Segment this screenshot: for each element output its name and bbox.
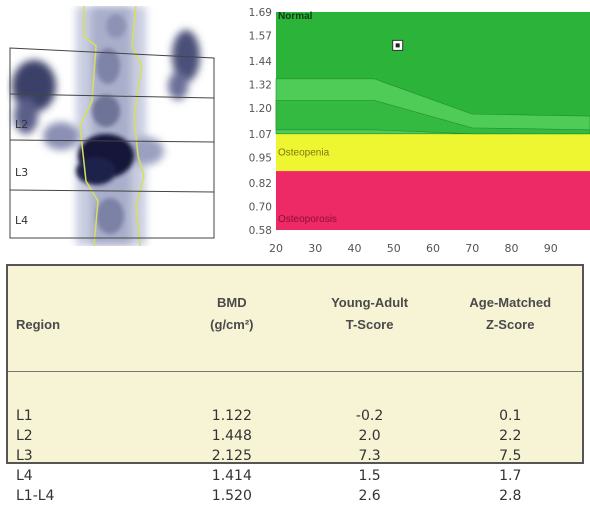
patient-data-point-center <box>395 43 400 48</box>
x-tick-label: 90 <box>544 242 558 255</box>
cell-t-score: 2.0 <box>358 428 381 444</box>
cell-region: L1-L4 <box>16 488 55 504</box>
y-tick-label: 1.07 <box>249 129 272 141</box>
x-tick-label: 30 <box>308 242 322 255</box>
x-tick-label: 50 <box>387 242 401 255</box>
y-tick-label: 1.32 <box>249 80 272 92</box>
cell-z-score: 2.2 <box>499 428 522 444</box>
zone-label-osteoporosis: Osteoporosis <box>278 214 337 225</box>
y-tick-label: 0.58 <box>249 225 272 237</box>
x-tick-label: 80 <box>505 242 519 255</box>
table-row: L4 1.414 1.5 1.7 <box>8 466 582 486</box>
x-tick-label: 60 <box>426 242 440 255</box>
col-header-z-score: Age-Matched Z-Score <box>469 295 552 332</box>
zone-label-normal: Normal <box>278 11 313 22</box>
cell-t-score: 2.6 <box>358 488 381 504</box>
cell-bmd: 1.414 <box>211 468 252 484</box>
cell-z-score: 2.8 <box>499 488 522 504</box>
x-tick-label: 20 <box>269 242 283 255</box>
y-tick-label: 0.82 <box>249 178 272 190</box>
col-header-region: Region <box>16 317 61 332</box>
y-tick-label: 1.20 <box>249 103 272 115</box>
vertebra-label-l3: L3 <box>15 166 28 179</box>
cell-t-score: -0.2 <box>355 408 384 424</box>
header-divider <box>8 336 582 406</box>
cell-region: L3 <box>16 448 33 464</box>
cell-region: L4 <box>16 468 33 484</box>
dxa-spine-scan-image: L2 L3 L4 <box>6 6 220 246</box>
cell-region: L1 <box>16 408 33 424</box>
cell-z-score: 0.1 <box>499 408 522 424</box>
y-tick-label: 1.44 <box>249 56 273 68</box>
zone-osteoporosis <box>276 171 590 230</box>
cell-region: L2 <box>16 428 33 444</box>
table-row: L2 1.448 2.0 2.2 <box>8 426 582 446</box>
table-row: L3 2.125 7.3 7.5 <box>8 446 582 466</box>
vertebra-label-l4: L4 <box>15 214 28 227</box>
cell-bmd: 1.122 <box>211 408 252 424</box>
vertebra-label-l2: L2 <box>15 118 28 131</box>
cell-bmd: 2.125 <box>211 448 252 464</box>
cell-bmd: 1.520 <box>211 488 252 504</box>
cell-t-score: 7.3 <box>358 448 381 464</box>
bmd-reference-chart: Normal Osteopenia Osteoporosis 0.58 0.70 0.82… <box>249 7 590 255</box>
cell-z-score: 7.5 <box>499 448 522 464</box>
bmd-results-table: Region BMD (g/cm²) Young-Adult T-Score A… <box>8 266 582 506</box>
cell-z-score: 1.7 <box>499 468 522 484</box>
col-header-bmd: BMD (g/cm²) <box>210 295 254 332</box>
bmd-results-table-panel: Region BMD (g/cm²) Young-Adult T-Score A… <box>6 264 584 504</box>
table-row: L1-L4 1.520 2.6 2.8 <box>8 486 582 506</box>
y-tick-label: 0.95 <box>249 152 272 164</box>
col-header-t-score: Young-Adult T-Score <box>331 295 409 332</box>
cell-t-score: 1.5 <box>358 468 381 484</box>
y-tick-label: 1.57 <box>249 31 272 43</box>
table-row: L1 1.122 -0.2 0.1 <box>8 406 582 426</box>
zone-osteopenia <box>276 133 590 172</box>
x-tick-label: 40 <box>348 242 362 255</box>
y-tick-label: 0.70 <box>249 201 272 213</box>
zone-label-osteopenia: Osteopenia <box>278 147 330 158</box>
reference-band-inner <box>275 100 590 135</box>
x-tick-label: 70 <box>465 242 479 255</box>
y-tick-label: 1.69 <box>249 7 272 19</box>
cell-bmd: 1.448 <box>211 428 252 444</box>
